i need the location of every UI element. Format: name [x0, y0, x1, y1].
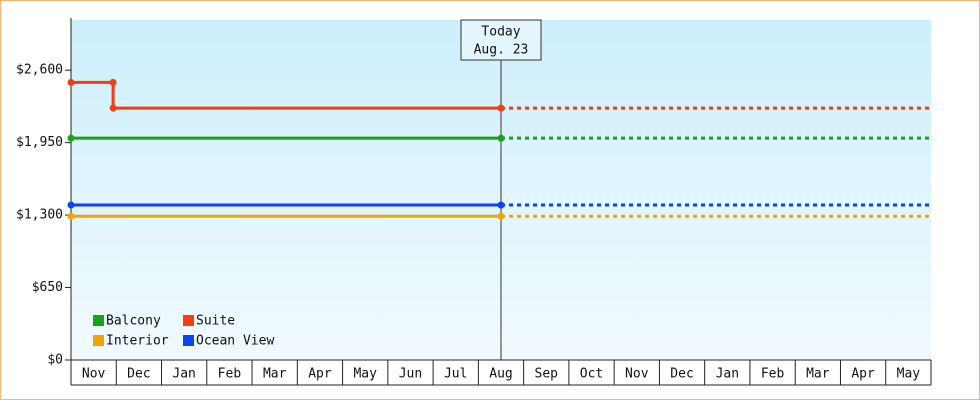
legend-label: Balcony: [106, 314, 161, 329]
point: [497, 212, 505, 220]
x-tick-label: Mar: [806, 367, 830, 382]
point: [497, 201, 505, 209]
x-tick-label: Jun: [399, 367, 422, 382]
x-tick-label: Mar: [263, 367, 287, 382]
point: [67, 212, 75, 220]
legend-label: Ocean View: [196, 334, 274, 349]
x-tick-label: Oct: [580, 367, 603, 382]
y-tick-label: $1,300: [16, 208, 63, 223]
legend-label: Interior: [106, 334, 169, 349]
legend-swatch: [183, 315, 194, 326]
x-tick-label: Aug: [489, 367, 512, 382]
point: [67, 134, 75, 142]
x-tick-label: Feb: [761, 367, 785, 382]
y-tick-label: $650: [32, 280, 63, 295]
point: [497, 134, 505, 142]
x-tick-label: May: [353, 367, 377, 382]
legend-swatch: [183, 335, 194, 346]
y-tick-label: $0: [47, 353, 63, 368]
x-tick-label: Nov: [625, 367, 649, 382]
point: [67, 78, 75, 86]
x-tick-label: Jul: [444, 367, 467, 382]
legend-swatch: [93, 335, 104, 346]
today-box: [460, 19, 542, 61]
x-tick-label: Apr: [308, 367, 332, 382]
x-tick-label: Nov: [82, 367, 106, 382]
x-tick-label: Sep: [535, 367, 559, 382]
point: [109, 104, 117, 112]
legend-label: Suite: [196, 314, 235, 329]
x-tick-label: Apr: [851, 367, 875, 382]
x-tick-label: Dec: [127, 367, 150, 382]
point: [109, 78, 117, 86]
today-date: Aug. 23: [474, 43, 529, 58]
point: [497, 104, 505, 112]
legend-swatch: [93, 315, 104, 326]
x-tick-label: Dec: [670, 367, 693, 382]
point: [67, 201, 75, 209]
series-line: [71, 80, 501, 110]
y-tick-label: $1,950: [16, 135, 63, 150]
x-tick-label: May: [897, 367, 921, 382]
x-tick-label: Feb: [218, 367, 242, 382]
y-tick-label: $2,600: [16, 63, 63, 78]
today-label: Today: [481, 25, 520, 40]
x-tick-label: Jan: [716, 367, 739, 382]
x-tick-label: Jan: [172, 367, 195, 382]
